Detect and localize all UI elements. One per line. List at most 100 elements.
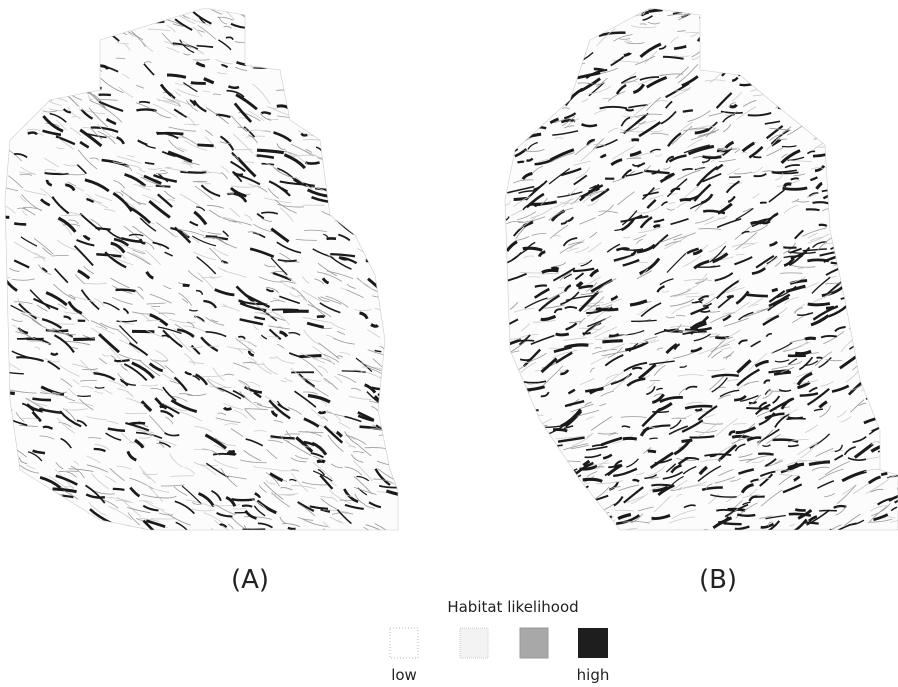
- terrain-stroke: [815, 351, 833, 366]
- terrain-stroke: [580, 144, 599, 162]
- terrain-stroke: [654, 458, 673, 464]
- terrain-stroke: [540, 314, 557, 322]
- terrain-stroke: [594, 459, 609, 470]
- terrain-stroke: [552, 267, 576, 282]
- terrain-stroke: [187, 270, 203, 282]
- terrain-stroke: [564, 343, 589, 350]
- terrain-stroke: [660, 110, 677, 125]
- terrain-stroke: [617, 330, 645, 336]
- terrain-stroke: [872, 248, 888, 254]
- terrain-stroke: [710, 311, 736, 324]
- terrain-stroke: [202, 90, 211, 93]
- terrain-stroke: [260, 312, 286, 321]
- terrain-stroke: [38, 264, 52, 275]
- terrain-stroke: [371, 87, 389, 101]
- terrain-stroke: [828, 62, 854, 78]
- terrain-stroke: [79, 140, 90, 149]
- terrain-stroke: [797, 459, 823, 462]
- terrain-stroke: [525, 192, 545, 209]
- terrain-stroke: [55, 474, 78, 486]
- terrain-stroke: [601, 350, 626, 357]
- terrain-stroke: [505, 417, 522, 428]
- terrain-stroke: [244, 516, 272, 520]
- terrain-stroke: [658, 529, 680, 530]
- terrain-stroke: [727, 167, 740, 176]
- terrain-stroke: [533, 180, 548, 191]
- terrain-stroke: [722, 54, 746, 60]
- terrain-stroke: [378, 406, 398, 409]
- terrain-stroke: [789, 264, 816, 268]
- terrain-stroke: [849, 260, 867, 265]
- terrain-stroke: [351, 454, 364, 463]
- terrain-stroke: [59, 172, 85, 176]
- terrain-stroke: [83, 265, 94, 274]
- terrain-stroke: [260, 334, 268, 340]
- terrain-stroke: [711, 350, 722, 359]
- terrain-stroke: [228, 8, 248, 10]
- terrain-stroke: [7, 521, 22, 529]
- terrain-stroke: [135, 84, 145, 89]
- terrain-stroke: [39, 435, 55, 440]
- terrain-stroke: [785, 69, 802, 79]
- terrain-stroke: [872, 409, 883, 413]
- terrain-stroke: [113, 237, 130, 247]
- terrain-stroke: [145, 519, 166, 529]
- terrain-stroke: [847, 276, 858, 288]
- terrain-stroke: [518, 334, 531, 346]
- terrain-stroke: [722, 124, 731, 133]
- terrain-stroke: [107, 427, 126, 433]
- terrain-stroke: [68, 468, 94, 472]
- terrain-stroke: [322, 39, 334, 44]
- terrain-stroke: [663, 166, 671, 170]
- terrain-stroke: [597, 513, 613, 525]
- terrain-stroke: [642, 191, 659, 197]
- terrain-stroke: [787, 358, 798, 366]
- terrain-stroke: [154, 8, 178, 13]
- terrain-stroke: [73, 245, 94, 267]
- terrain-stroke: [86, 197, 95, 203]
- terrain-stroke: [252, 466, 279, 471]
- terrain-stroke: [182, 283, 191, 288]
- terrain-stroke: [864, 12, 879, 17]
- terrain-stroke: [192, 180, 211, 185]
- terrain-stroke: [283, 273, 297, 284]
- terrain-stroke: [824, 524, 842, 530]
- terrain-stroke: [38, 407, 63, 414]
- terrain-stroke: [529, 207, 553, 219]
- terrain-stroke: [381, 143, 398, 152]
- terrain-stroke: [610, 55, 625, 67]
- terrain-stroke: [889, 473, 898, 477]
- terrain-stroke: [751, 459, 765, 464]
- terrain-stroke: [821, 189, 835, 193]
- terrain-stroke: [350, 61, 361, 72]
- terrain-stroke: [30, 529, 58, 530]
- terrain-stroke: [393, 320, 398, 330]
- terrain-stroke: [260, 111, 272, 116]
- terrain-stroke: [188, 361, 205, 365]
- terrain-stroke: [803, 69, 822, 80]
- terrain-stroke: [99, 104, 123, 123]
- terrain-stroke: [110, 241, 126, 254]
- terrain-stroke: [672, 232, 696, 241]
- terrain-stroke: [511, 32, 531, 39]
- terrain-stroke: [637, 506, 654, 512]
- terrain-stroke: [219, 135, 235, 151]
- terrain-stroke: [57, 303, 68, 310]
- terrain-stroke: [639, 76, 660, 81]
- terrain-stroke: [700, 309, 711, 313]
- terrain-stroke: [652, 234, 669, 250]
- terrain-stroke: [625, 171, 643, 177]
- terrain-stroke: [152, 103, 178, 119]
- terrain-stroke: [79, 128, 103, 148]
- terrain-stroke: [523, 449, 532, 456]
- terrain-stroke: [5, 215, 10, 219]
- terrain-stroke: [577, 82, 594, 85]
- terrain-stroke: [787, 251, 816, 254]
- terrain-stroke: [40, 187, 54, 200]
- terrain-stroke: [873, 16, 883, 26]
- terrain-stroke: [621, 425, 631, 429]
- terrain-stroke: [51, 254, 69, 257]
- terrain-stroke: [623, 40, 633, 43]
- terrain-stroke: [597, 465, 605, 469]
- terrain-stroke: [68, 219, 79, 225]
